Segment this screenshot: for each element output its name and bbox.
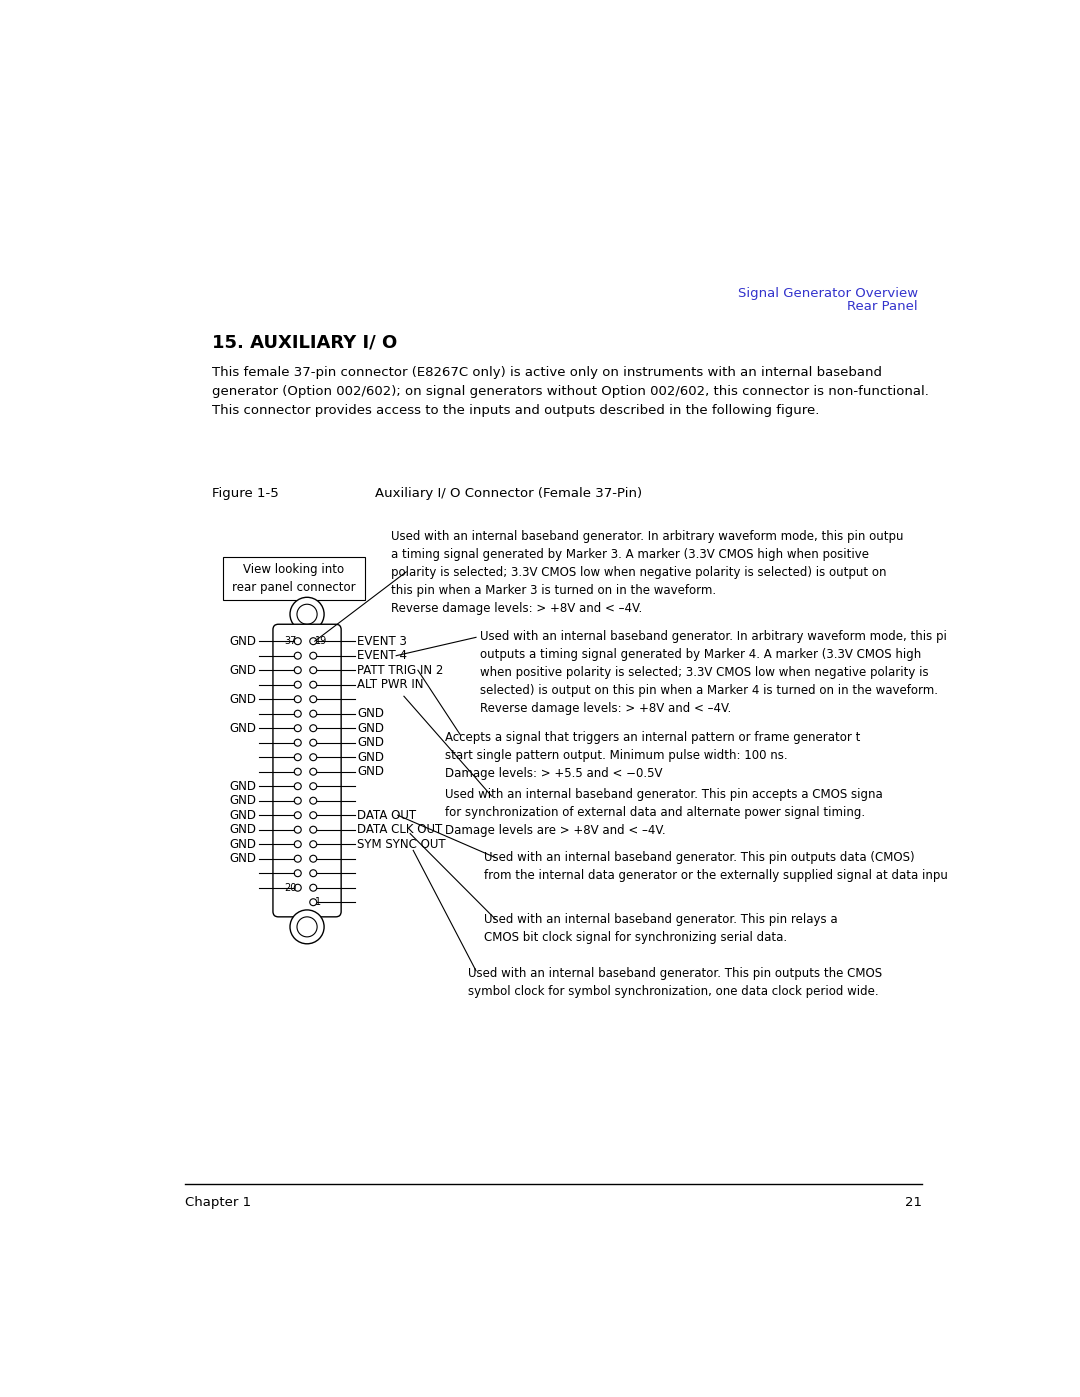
Circle shape (294, 652, 301, 659)
Text: GND: GND (229, 693, 256, 705)
Text: Auxiliary I/ O Connector (Female 37-Pin): Auxiliary I/ O Connector (Female 37-Pin) (375, 488, 643, 500)
Circle shape (291, 598, 324, 631)
Text: ALT PWR IN: ALT PWR IN (357, 678, 424, 692)
Text: GND: GND (357, 766, 384, 778)
Circle shape (310, 710, 316, 717)
Text: DATA CLK OUT: DATA CLK OUT (357, 823, 443, 837)
Circle shape (310, 798, 316, 805)
Circle shape (294, 637, 301, 644)
Text: This female 37-pin connector (E8267C only) is active only on instruments with an: This female 37-pin connector (E8267C onl… (213, 366, 930, 418)
Circle shape (294, 682, 301, 689)
Text: 21: 21 (905, 1196, 921, 1208)
Circle shape (310, 812, 316, 819)
Circle shape (310, 696, 316, 703)
Text: PATT TRIG IN 2: PATT TRIG IN 2 (357, 664, 444, 676)
Text: 1: 1 (314, 897, 321, 907)
Circle shape (294, 812, 301, 819)
Circle shape (294, 696, 301, 703)
Text: GND: GND (229, 852, 256, 865)
Text: GND: GND (229, 664, 256, 676)
Text: Figure 1-5: Figure 1-5 (213, 488, 280, 500)
Text: Used with an internal baseband generator. This pin outputs the CMOS
symbol clock: Used with an internal baseband generator… (469, 967, 882, 997)
Circle shape (291, 909, 324, 944)
Text: GND: GND (357, 707, 384, 721)
Circle shape (310, 725, 316, 732)
Circle shape (310, 682, 316, 689)
Text: GND: GND (357, 722, 384, 735)
Circle shape (310, 884, 316, 891)
Circle shape (310, 782, 316, 789)
Circle shape (310, 768, 316, 775)
Circle shape (294, 841, 301, 848)
Text: GND: GND (357, 750, 384, 764)
Text: Used with an internal baseband generator. This pin relays a
CMOS bit clock signa: Used with an internal baseband generator… (484, 914, 837, 944)
Circle shape (294, 666, 301, 673)
Text: Used with an internal baseband generator. In arbitrary waveform mode, this pi
ou: Used with an internal baseband generator… (480, 630, 947, 715)
Circle shape (310, 666, 316, 673)
Text: DATA OUT: DATA OUT (357, 809, 417, 821)
Circle shape (310, 826, 316, 833)
Circle shape (294, 884, 301, 891)
Text: GND: GND (229, 809, 256, 821)
Circle shape (294, 798, 301, 805)
Circle shape (294, 855, 301, 862)
Text: GND: GND (229, 823, 256, 837)
Circle shape (310, 855, 316, 862)
Circle shape (294, 739, 301, 746)
Text: GND: GND (229, 634, 256, 648)
Text: GND: GND (357, 736, 384, 749)
Text: SYM SYNC OUT: SYM SYNC OUT (357, 838, 446, 851)
Circle shape (310, 898, 316, 905)
FancyBboxPatch shape (273, 624, 341, 916)
Text: 20: 20 (285, 883, 297, 893)
Text: GND: GND (229, 780, 256, 792)
Text: Rear Panel: Rear Panel (847, 300, 918, 313)
Text: View looking into
rear panel connector: View looking into rear panel connector (232, 563, 355, 594)
Text: GND: GND (229, 838, 256, 851)
Circle shape (310, 841, 316, 848)
Text: 19: 19 (314, 636, 327, 647)
Text: EVENT 3: EVENT 3 (357, 634, 407, 648)
Circle shape (310, 652, 316, 659)
Text: GND: GND (229, 722, 256, 735)
Circle shape (294, 768, 301, 775)
Text: 37: 37 (285, 636, 297, 647)
Text: GND: GND (229, 795, 256, 807)
Circle shape (310, 754, 316, 761)
Circle shape (310, 870, 316, 877)
Circle shape (294, 826, 301, 833)
Circle shape (294, 754, 301, 761)
Text: Accepts a signal that triggers an internal pattern or frame generator t
start si: Accepts a signal that triggers an intern… (445, 731, 861, 781)
Text: Signal Generator Overview: Signal Generator Overview (738, 286, 918, 300)
Text: 15. AUXILIARY I/ O: 15. AUXILIARY I/ O (213, 334, 397, 351)
FancyBboxPatch shape (222, 557, 365, 601)
Circle shape (297, 605, 318, 624)
Circle shape (297, 916, 318, 937)
Circle shape (294, 710, 301, 717)
Text: Used with an internal baseband generator. This pin outputs data (CMOS)
from the : Used with an internal baseband generator… (484, 851, 947, 883)
Text: EVENT 4: EVENT 4 (357, 650, 407, 662)
Circle shape (294, 725, 301, 732)
Circle shape (310, 637, 316, 644)
Circle shape (294, 870, 301, 877)
Text: Used with an internal baseband generator. In arbitrary waveform mode, this pin o: Used with an internal baseband generator… (391, 529, 903, 615)
Text: Chapter 1: Chapter 1 (186, 1196, 252, 1208)
Circle shape (294, 782, 301, 789)
Circle shape (310, 739, 316, 746)
Text: Used with an internal baseband generator. This pin accepts a CMOS signa
for sync: Used with an internal baseband generator… (445, 788, 882, 837)
